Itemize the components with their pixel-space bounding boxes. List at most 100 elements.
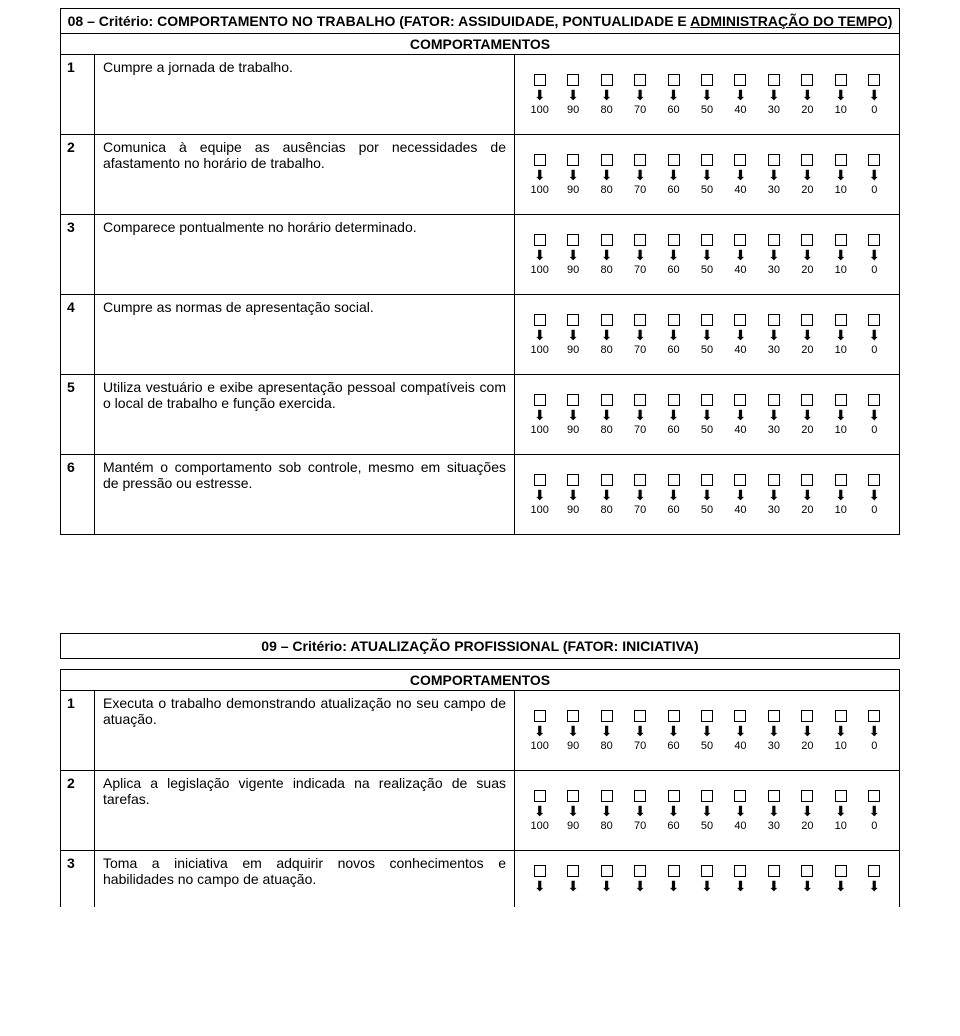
rating-checkbox[interactable] [567,234,579,246]
rating-checkbox[interactable] [534,154,546,166]
rating-checkbox[interactable] [835,74,847,86]
rating-checkbox[interactable] [567,865,579,877]
arrow-down-icon: ⬇ [567,87,579,103]
rating-checkbox[interactable] [534,314,546,326]
rating-checkbox[interactable] [634,314,646,326]
rating-checkbox[interactable] [734,154,746,166]
rating-checkbox[interactable] [868,74,880,86]
rating-checkbox[interactable] [801,790,813,802]
rating-checkbox[interactable] [734,710,746,722]
rating-checkbox[interactable] [801,74,813,86]
rating-checkbox[interactable] [768,710,780,722]
rating-checkbox[interactable] [634,474,646,486]
rating-checkbox[interactable] [567,474,579,486]
rating-checkbox[interactable] [534,865,546,877]
rating-checkbox[interactable] [768,234,780,246]
rating-checkbox[interactable] [801,314,813,326]
rating-checkbox[interactable] [634,790,646,802]
rating-checkbox[interactable] [634,394,646,406]
rating-checkbox[interactable] [835,710,847,722]
rating-checkbox[interactable] [801,865,813,877]
rating-checkbox[interactable] [835,234,847,246]
rating-checkbox[interactable] [634,154,646,166]
rating-checkbox[interactable] [801,234,813,246]
rating-checkbox[interactable] [801,474,813,486]
rating-checkbox[interactable] [835,790,847,802]
rating-checkbox[interactable] [601,710,613,722]
rating-checkbox[interactable] [768,74,780,86]
rating-checkbox[interactable] [668,394,680,406]
rating-checkbox[interactable] [701,234,713,246]
rating-checkbox[interactable] [701,314,713,326]
rating-checkbox[interactable] [835,154,847,166]
rating-checkbox[interactable] [634,710,646,722]
rating-checkbox[interactable] [768,790,780,802]
rating-checkbox[interactable] [868,710,880,722]
rating-checkbox[interactable] [734,790,746,802]
rating-checkbox[interactable] [634,865,646,877]
rating-checkbox[interactable] [768,865,780,877]
rating-checkbox[interactable] [668,314,680,326]
rating-checkbox[interactable] [734,234,746,246]
rating-checkbox[interactable] [768,314,780,326]
rating-checkbox[interactable] [567,154,579,166]
rating-checkbox[interactable] [701,154,713,166]
rating-checkbox[interactable] [801,394,813,406]
rating-checkbox[interactable] [601,74,613,86]
rating-checkbox[interactable] [668,710,680,722]
rating-checkbox[interactable] [601,154,613,166]
rating-checkbox[interactable] [835,394,847,406]
rating-checkbox[interactable] [801,154,813,166]
rating-checkbox[interactable] [601,474,613,486]
rating-checkbox[interactable] [601,790,613,802]
rating-checkbox[interactable] [668,790,680,802]
rating-checkbox[interactable] [701,710,713,722]
rating-checkbox[interactable] [534,394,546,406]
rating-checkbox[interactable] [567,394,579,406]
rating-checkbox[interactable] [567,314,579,326]
rating-checkbox[interactable] [634,234,646,246]
rating-checkbox[interactable] [868,154,880,166]
rating-checkbox[interactable] [835,865,847,877]
rating-checkbox[interactable] [701,74,713,86]
rating-checkbox[interactable] [868,865,880,877]
rating-checkbox[interactable] [835,314,847,326]
rating-checkbox[interactable] [601,394,613,406]
rating-checkbox[interactable] [701,474,713,486]
rating-checkbox[interactable] [768,474,780,486]
rating-checkbox[interactable] [734,865,746,877]
rating-checkbox[interactable] [868,394,880,406]
rating-checkbox[interactable] [701,865,713,877]
rating-checkbox[interactable] [534,710,546,722]
rating-checkbox[interactable] [734,74,746,86]
rating-checkbox[interactable] [734,314,746,326]
rating-checkbox[interactable] [768,394,780,406]
rating-checkbox[interactable] [534,234,546,246]
rating-checkbox[interactable] [567,710,579,722]
rating-checkbox[interactable] [868,314,880,326]
rating-checkbox[interactable] [868,234,880,246]
rating-checkbox[interactable] [668,234,680,246]
rating-checkbox[interactable] [868,474,880,486]
rating-checkbox[interactable] [701,394,713,406]
rating-checkbox[interactable] [768,154,780,166]
rating-checkbox[interactable] [567,790,579,802]
rating-checkbox[interactable] [734,394,746,406]
rating-checkbox[interactable] [668,74,680,86]
rating-checkbox[interactable] [801,710,813,722]
rating-checkbox[interactable] [668,865,680,877]
rating-checkbox[interactable] [734,474,746,486]
rating-checkbox[interactable] [534,790,546,802]
rating-checkbox[interactable] [534,74,546,86]
rating-checkbox[interactable] [634,74,646,86]
rating-checkbox[interactable] [601,314,613,326]
rating-checkbox[interactable] [567,74,579,86]
rating-checkbox[interactable] [868,790,880,802]
rating-checkbox[interactable] [601,234,613,246]
rating-checkbox[interactable] [534,474,546,486]
rating-checkbox[interactable] [668,474,680,486]
rating-checkbox[interactable] [701,790,713,802]
rating-checkbox[interactable] [668,154,680,166]
rating-checkbox[interactable] [601,865,613,877]
rating-checkbox[interactable] [835,474,847,486]
